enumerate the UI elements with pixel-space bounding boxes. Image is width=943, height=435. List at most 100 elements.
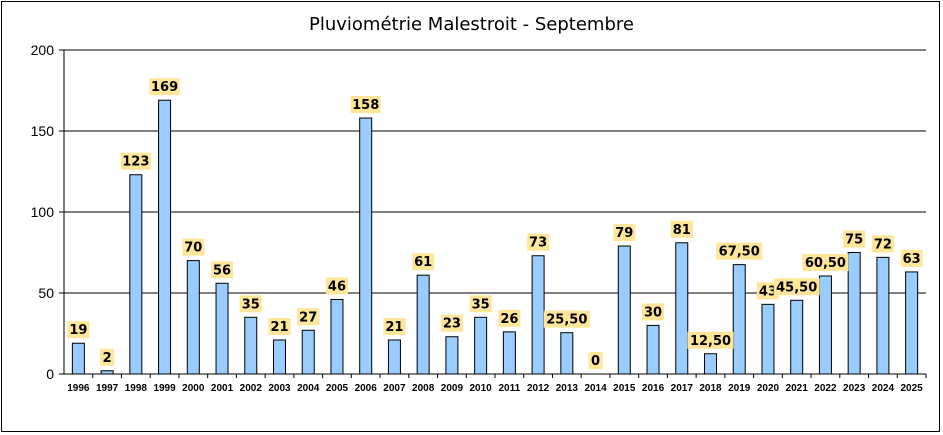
- gridlines: [64, 49, 926, 294]
- data-label-bg: [498, 309, 521, 327]
- data-label-bg: [268, 317, 291, 335]
- data-label-bg: [687, 331, 734, 349]
- data-label: 35: [472, 297, 490, 312]
- x-tick-label: 2010: [470, 383, 493, 394]
- x-tick-label: 1997: [96, 383, 119, 394]
- bar: [876, 256, 890, 375]
- data-label: 27: [299, 310, 317, 325]
- data-label: 72: [874, 237, 892, 252]
- bar: [675, 242, 689, 375]
- x-tick-label: 2002: [240, 383, 263, 394]
- data-labels: 19 2 123 169 70 56 35 21 27 46 158 21 61 23 35 26 73 25,5…: [67, 78, 923, 369]
- x-tick-label: 2001: [211, 383, 234, 394]
- data-label: 73: [529, 236, 547, 251]
- data-label-bg: [412, 253, 435, 271]
- x-axis: 1996 1997 1998 1999 2000 2001 2002 2003 2004 2005…: [64, 373, 927, 394]
- data-label: 46: [328, 279, 346, 294]
- bar: [416, 274, 430, 375]
- data-label-bg: [716, 242, 763, 260]
- data-label-bg: [843, 230, 866, 248]
- data-label-bg: [149, 78, 180, 96]
- data-label: 70: [184, 241, 202, 256]
- data-label: 67,50: [719, 245, 760, 260]
- x-tick-label: 2006: [355, 383, 378, 394]
- chart-title: Pluviométrie Malestroit - Septembre: [309, 14, 634, 35]
- y-tick-label: 50: [38, 285, 54, 301]
- bar: [560, 332, 574, 375]
- x-tick-label: 1996: [67, 383, 90, 394]
- x-tick-label: 2014: [584, 383, 607, 394]
- data-label-bg: [182, 238, 205, 256]
- data-label: 56: [213, 263, 231, 278]
- data-label-bg: [383, 317, 406, 335]
- bar: [531, 255, 545, 375]
- data-label: 79: [615, 226, 633, 241]
- data-label: 45,50: [776, 280, 817, 295]
- data-label: 0: [591, 354, 600, 369]
- data-label-bg: [871, 235, 894, 253]
- data-label: 158: [352, 98, 379, 113]
- data-label: 35: [242, 297, 260, 312]
- bar: [71, 342, 85, 375]
- bar: [474, 316, 488, 375]
- data-label-bg: [527, 233, 550, 251]
- data-label: 23: [443, 317, 461, 332]
- bar: [732, 264, 746, 375]
- data-label: 19: [69, 323, 87, 338]
- x-tick-label: 2005: [326, 383, 349, 394]
- data-label-bg: [469, 295, 492, 313]
- bar: [359, 117, 373, 375]
- data-label: 12,50: [690, 334, 731, 349]
- bars: [71, 99, 919, 375]
- bar: [905, 271, 919, 375]
- data-label-bg: [100, 348, 115, 366]
- y-tick-label: 100: [31, 204, 55, 220]
- x-tick-label: 2003: [268, 383, 291, 394]
- x-tick-label: 2021: [786, 383, 809, 394]
- data-label-bg: [642, 303, 665, 321]
- data-label-bg: [543, 310, 590, 328]
- x-tick-label: 2020: [757, 383, 780, 394]
- bar: [158, 99, 172, 375]
- x-tick-label: 2024: [872, 383, 895, 394]
- x-tick-label: 2016: [642, 383, 665, 394]
- bar: [387, 339, 401, 375]
- data-label-bg: [120, 152, 151, 170]
- bar: [790, 299, 804, 375]
- data-label-bg: [325, 277, 348, 295]
- x-tick-label: 2009: [441, 383, 464, 394]
- data-label-bg: [350, 96, 381, 114]
- data-label: 61: [414, 255, 432, 270]
- bar: [301, 329, 315, 375]
- x-tick-label: 2008: [412, 383, 435, 394]
- bar: [617, 245, 631, 375]
- y-tick-label: 200: [31, 42, 55, 58]
- x-tick-label: 2018: [699, 383, 722, 394]
- x-tick-label: 2025: [901, 383, 924, 394]
- y-tick-label: 150: [31, 123, 55, 139]
- data-label: 169: [151, 80, 178, 95]
- x-tick-label: 2013: [556, 383, 579, 394]
- data-label: 75: [845, 233, 863, 248]
- bar: [445, 336, 459, 375]
- data-label: 2: [103, 351, 112, 366]
- bar: [186, 260, 200, 375]
- y-axis: 0 50 100 150 200: [31, 42, 65, 382]
- x-tick-label: 2011: [499, 383, 521, 394]
- data-label: 30: [644, 305, 662, 320]
- data-label: 21: [385, 320, 403, 335]
- data-label-bg: [756, 282, 779, 300]
- bar: [847, 252, 861, 375]
- data-label: 81: [673, 223, 691, 238]
- x-tick-label: 2004: [297, 383, 320, 394]
- x-tick-label: 2012: [527, 383, 550, 394]
- data-label-bg: [440, 314, 463, 332]
- data-label-bg: [613, 224, 636, 242]
- data-label-bg: [588, 352, 603, 369]
- x-tick-label: 2019: [728, 383, 751, 394]
- x-tick-label: 2015: [613, 383, 636, 394]
- bar: [129, 174, 143, 375]
- data-label-bg: [773, 278, 820, 296]
